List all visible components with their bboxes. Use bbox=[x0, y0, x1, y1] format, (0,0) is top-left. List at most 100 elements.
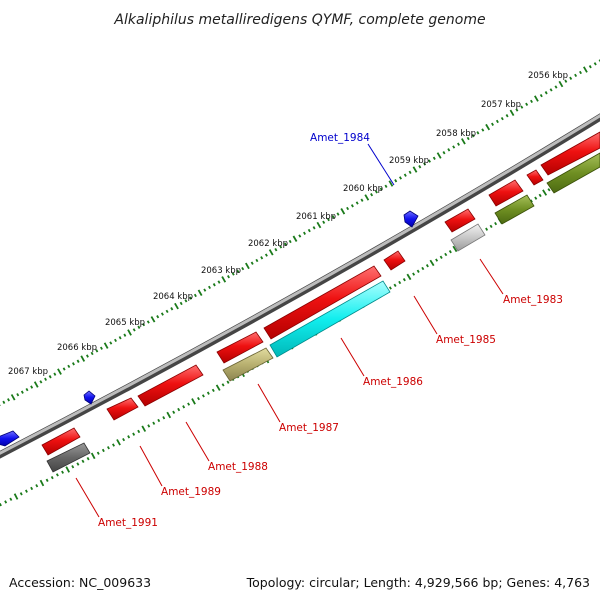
major-tick bbox=[412, 166, 418, 173]
major-tick bbox=[364, 194, 370, 201]
minor-tick bbox=[428, 159, 431, 163]
minor-tick bbox=[398, 280, 402, 285]
gene-arrow-blue[interactable] bbox=[83, 390, 96, 405]
minor-tick bbox=[439, 255, 443, 259]
gene-arrow-red[interactable] bbox=[488, 179, 524, 207]
gene-label-amet-1991[interactable]: Amet_1991 bbox=[98, 517, 158, 529]
minor-tick bbox=[495, 119, 499, 124]
major-tick bbox=[316, 221, 322, 229]
gene-arrow-red[interactable] bbox=[216, 331, 264, 364]
minor-tick bbox=[447, 148, 451, 152]
major-tick bbox=[13, 493, 19, 500]
minor-tick bbox=[53, 372, 57, 376]
gene-label-amet-1987[interactable]: Amet_1987 bbox=[279, 422, 339, 434]
minor-tick bbox=[71, 465, 75, 469]
kbp-label: 2063 kbp bbox=[201, 266, 241, 276]
gene-arrow-cyan[interactable] bbox=[269, 280, 391, 358]
gene-arrow-red[interactable] bbox=[263, 265, 382, 340]
minor-tick bbox=[322, 220, 326, 224]
minor-tick bbox=[547, 188, 551, 192]
minor-tick bbox=[76, 462, 80, 466]
gene-label-amet-1989[interactable]: Amet_1989 bbox=[161, 486, 221, 498]
gene-arrow-red[interactable] bbox=[383, 250, 406, 271]
minor-tick bbox=[193, 293, 197, 298]
gene-arrow-grey[interactable] bbox=[46, 442, 91, 473]
gene-label-amet-1988[interactable]: Amet_1988 bbox=[208, 461, 268, 473]
minor-tick bbox=[529, 199, 533, 203]
minor-tick bbox=[481, 128, 485, 132]
minor-tick bbox=[67, 364, 71, 369]
minor-tick bbox=[471, 134, 475, 138]
minor-tick bbox=[288, 239, 292, 244]
minor-tick bbox=[19, 492, 23, 496]
major-tick bbox=[10, 394, 16, 401]
major-tick bbox=[429, 259, 435, 267]
minor-tick bbox=[544, 91, 548, 95]
minor-tick bbox=[157, 418, 161, 423]
major-tick bbox=[509, 109, 515, 117]
kbp-label: 2062 kbp bbox=[248, 239, 288, 249]
gene-label-amet-1985[interactable]: Amet_1985 bbox=[436, 334, 496, 346]
minor-tick bbox=[525, 102, 529, 106]
minor-tick bbox=[35, 484, 39, 488]
minor-tick bbox=[95, 349, 99, 353]
minor-tick bbox=[45, 478, 49, 483]
leader-line bbox=[185, 421, 210, 462]
gene-label-amet-1986[interactable]: Amet_1986 bbox=[363, 376, 423, 388]
gene-arrow-blue[interactable] bbox=[0, 430, 20, 447]
minor-tick bbox=[55, 473, 59, 477]
gene-arrow-olive[interactable] bbox=[494, 194, 535, 225]
gene-arrow-olive[interactable] bbox=[546, 152, 600, 194]
minor-tick bbox=[549, 88, 553, 92]
accession-text: Accession: NC_009633 bbox=[9, 575, 152, 590]
minor-tick bbox=[236, 269, 240, 273]
gene-label-amet-1983[interactable]: Amet_1983 bbox=[503, 294, 563, 306]
major-tick bbox=[215, 384, 221, 391]
minor-tick bbox=[485, 227, 489, 231]
gene-arrow-khaki[interactable] bbox=[222, 347, 274, 382]
minor-tick bbox=[355, 201, 359, 205]
minor-tick bbox=[350, 204, 354, 208]
minor-tick bbox=[62, 367, 66, 371]
gene-arrow-red[interactable] bbox=[137, 364, 204, 407]
minor-tick bbox=[160, 312, 164, 316]
major-tick bbox=[127, 329, 132, 336]
minor-tick bbox=[579, 70, 582, 75]
minor-tick bbox=[72, 362, 75, 366]
minor-tick bbox=[374, 190, 378, 194]
minor-tick bbox=[146, 320, 150, 324]
leader-line bbox=[257, 383, 281, 423]
minor-tick bbox=[255, 258, 259, 263]
major-tick bbox=[534, 95, 539, 102]
kbp-label: 2060 kbp bbox=[343, 184, 383, 194]
gene-arrow-red[interactable] bbox=[41, 427, 81, 456]
gene-label-amet-1984[interactable]: Amet_1984 bbox=[310, 132, 370, 144]
minor-tick bbox=[303, 231, 306, 235]
gene-arrow-red[interactable] bbox=[526, 169, 544, 186]
major-tick bbox=[197, 289, 203, 297]
minor-tick bbox=[444, 252, 448, 257]
gene-arrow-blue[interactable] bbox=[403, 210, 419, 228]
major-tick bbox=[436, 152, 442, 159]
gene-arrow-red[interactable] bbox=[444, 208, 476, 233]
minor-tick bbox=[435, 258, 439, 262]
major-tick bbox=[583, 66, 588, 73]
minor-tick bbox=[574, 73, 578, 78]
minor-tick bbox=[226, 380, 230, 384]
minor-tick bbox=[61, 470, 64, 474]
minor-tick bbox=[206, 391, 210, 395]
minor-tick bbox=[137, 429, 141, 434]
minor-tick bbox=[4, 500, 8, 504]
gene-arrow-red[interactable] bbox=[540, 131, 600, 176]
minor-tick bbox=[534, 196, 538, 200]
minor-tick bbox=[505, 114, 509, 118]
minor-tick bbox=[86, 456, 90, 461]
minor-tick bbox=[2, 400, 6, 405]
minor-tick bbox=[279, 245, 283, 249]
gene-arrow-red[interactable] bbox=[106, 397, 139, 421]
minor-tick bbox=[538, 193, 542, 198]
gene-arrow-silver[interactable] bbox=[450, 223, 486, 252]
minor-tick bbox=[432, 156, 436, 160]
kbp-label: 2064 kbp bbox=[153, 292, 193, 302]
